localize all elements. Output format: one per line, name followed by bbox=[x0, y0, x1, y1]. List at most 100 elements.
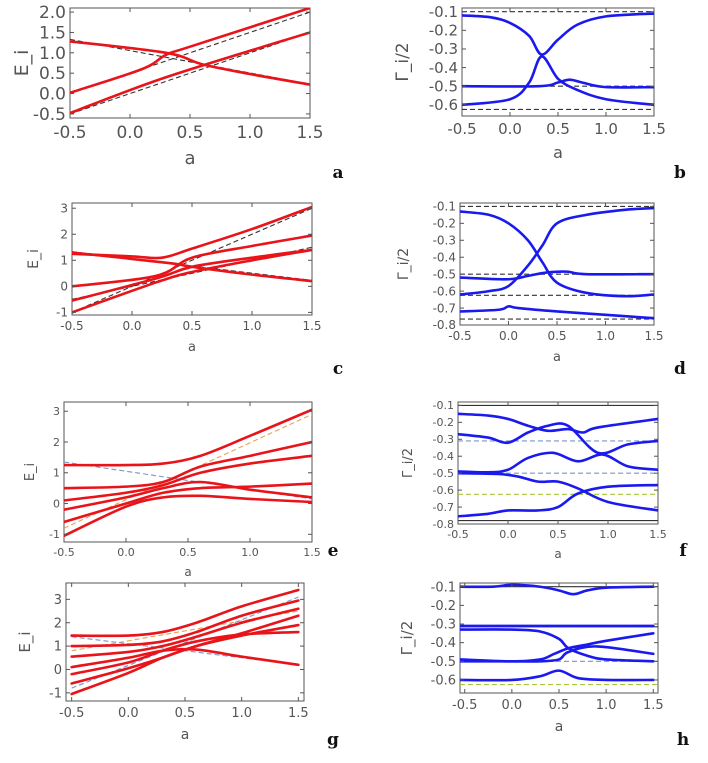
x-tick-label: 0.5 bbox=[546, 120, 570, 138]
x-tick-label: 0.5 bbox=[179, 546, 197, 559]
series-line-E1 bbox=[70, 31, 310, 115]
y-tick-label: 0.0 bbox=[39, 85, 66, 105]
y-tick-label: 1.0 bbox=[39, 44, 66, 64]
y-tick-label: -0.2 bbox=[433, 217, 456, 231]
plot-area bbox=[70, 588, 300, 696]
reference-line-diab3 bbox=[71, 596, 299, 689]
x-axis-label: a bbox=[188, 340, 196, 355]
y-tick-label: -0.7 bbox=[433, 501, 454, 514]
x-tick-label: 1.5 bbox=[644, 329, 663, 343]
x-axis-label: a bbox=[553, 350, 561, 365]
y-tick-label: 3 bbox=[60, 201, 68, 215]
x-axis-label: a bbox=[555, 719, 564, 735]
series-line-E1 bbox=[72, 248, 312, 314]
chart-panel-d: -0.5 0.0 0.5 1.0 1.5 -0.1 -0.2 -0.3 -0.4 -0.5 -0.6… bbox=[396, 200, 686, 379]
chart-panel-c: -0.5 0.0 0.5 1.0 1.5 -1 0 1 2 3 a E_ic bbox=[26, 201, 343, 379]
y-tick-label: -0.3 bbox=[433, 233, 456, 247]
y-tick-label: -0.2 bbox=[431, 599, 456, 614]
x-tick-label: 1.5 bbox=[303, 546, 321, 559]
series-line-G2 bbox=[460, 206, 654, 296]
y-axis-label: E_i bbox=[26, 249, 42, 269]
y-tick-label: -0.2 bbox=[429, 22, 458, 40]
series-line-G5 bbox=[458, 483, 658, 518]
y-tick-label: -0.4 bbox=[429, 59, 458, 77]
reference-line-diab2 bbox=[70, 11, 310, 95]
y-tick-label: 2 bbox=[53, 436, 60, 449]
series-line-E5 bbox=[72, 251, 312, 283]
series-line-E3 bbox=[72, 234, 312, 288]
series-line-G2 bbox=[458, 422, 658, 455]
x-tick-label: 0.0 bbox=[117, 546, 135, 559]
x-tick-label: -0.5 bbox=[448, 329, 471, 343]
y-tick-label: -0.4 bbox=[433, 450, 454, 463]
x-tick-label: 0.0 bbox=[498, 120, 522, 138]
y-tick-label: -0.5 bbox=[433, 467, 454, 480]
y-tick-label: 3 bbox=[54, 593, 62, 608]
x-axis-label: a bbox=[181, 727, 190, 743]
panel-letter: b bbox=[674, 163, 686, 183]
panel-letter: g bbox=[327, 730, 339, 750]
series-line-E5 bbox=[70, 607, 300, 658]
x-axis-label: a bbox=[184, 565, 191, 579]
series-line-G4 bbox=[460, 305, 654, 320]
plot-frame bbox=[461, 7, 655, 117]
x-tick-label: -0.5 bbox=[59, 706, 84, 721]
y-tick-label: 0 bbox=[53, 497, 60, 510]
x-tick-label: 1.0 bbox=[242, 319, 261, 333]
chart-panel-f: -0.5 0.0 0.5 1.0 1.5 -0.1 -0.2 -0.3 -0.4 -0.5 -0.6… bbox=[401, 399, 688, 561]
plot-area bbox=[64, 408, 312, 538]
x-tick-label: 1.0 bbox=[241, 546, 259, 559]
panel-letter: a bbox=[332, 163, 343, 183]
y-tick-label: 1 bbox=[60, 254, 68, 268]
x-tick-label: 1.0 bbox=[231, 706, 252, 721]
x-tick-label: -0.5 bbox=[53, 546, 74, 559]
x-tick-label: 1.0 bbox=[236, 123, 263, 143]
y-tick-label: 1 bbox=[53, 467, 60, 480]
y-axis-label: E_i bbox=[16, 631, 35, 652]
y-axis-label: E_i bbox=[23, 463, 38, 481]
chart-panel-a: -0.5 0.0 0.5 1.0 1.5-0.50.00.51.01.52.0aE_ia bbox=[11, 3, 344, 183]
x-tick-label: 0.5 bbox=[549, 698, 570, 713]
y-tick-label: 1.5 bbox=[39, 23, 66, 43]
plot-area bbox=[460, 205, 654, 320]
series-line-G1 bbox=[460, 583, 655, 596]
y-tick-label: -0.4 bbox=[433, 250, 456, 264]
x-tick-label: 0.0 bbox=[499, 528, 517, 541]
y-tick-label: 2 bbox=[60, 227, 68, 241]
y-axis-label: E_i bbox=[11, 50, 33, 77]
series-line-E5 bbox=[64, 440, 312, 490]
series-line-E4 bbox=[64, 454, 312, 502]
series-line-G3 bbox=[460, 628, 655, 663]
y-tick-label: -0.8 bbox=[433, 318, 456, 332]
y-tick-label: -0.1 bbox=[433, 399, 454, 412]
x-tick-label: -0.5 bbox=[452, 698, 477, 713]
x-tick-label: -0.5 bbox=[60, 319, 83, 333]
y-tick-label: 2 bbox=[54, 616, 62, 631]
y-tick-label: 1 bbox=[54, 640, 62, 655]
series-line-E3 bbox=[64, 480, 312, 511]
x-tick-label: 1.0 bbox=[594, 120, 618, 138]
x-tick-label: 1.5 bbox=[302, 319, 321, 333]
y-tick-label: 0.5 bbox=[39, 64, 66, 84]
x-tick-label: 0.0 bbox=[499, 329, 518, 343]
y-tick-label: -0.6 bbox=[429, 96, 458, 114]
series-line-E1 bbox=[64, 494, 312, 538]
x-tick-label: 1.0 bbox=[599, 528, 617, 541]
chart-panel-e: -0.5 0.0 0.5 1.0 1.5 -1 0 1 2 3 a E_ie bbox=[23, 401, 339, 579]
y-tick-label: -1 bbox=[56, 306, 68, 320]
y-tick-label: -0.3 bbox=[433, 433, 454, 446]
plot-area bbox=[72, 205, 312, 314]
plot-area bbox=[462, 11, 654, 111]
chart-panel-b: -0.5 0.0 0.5 1.0 1.5-0.1-0.2-0.3-0.4-0.5-0.6… bbox=[393, 3, 686, 183]
x-axis-label: a bbox=[553, 143, 563, 162]
y-tick-label: -1 bbox=[49, 686, 62, 701]
chart-panel-g: -0.5 0.0 0.5 1.0 1.5 -1 0 1 2 3 a E_ig bbox=[16, 582, 339, 750]
x-tick-label: 0.0 bbox=[118, 706, 139, 721]
series-line-G3 bbox=[462, 78, 654, 89]
series-line-E4 bbox=[72, 205, 312, 260]
y-tick-label: -1 bbox=[49, 528, 60, 541]
series-line-G5 bbox=[460, 645, 655, 663]
y-tick-label: 0 bbox=[54, 663, 62, 678]
y-tick-label: -0.5 bbox=[433, 267, 456, 281]
y-tick-label: -0.8 bbox=[433, 518, 454, 531]
